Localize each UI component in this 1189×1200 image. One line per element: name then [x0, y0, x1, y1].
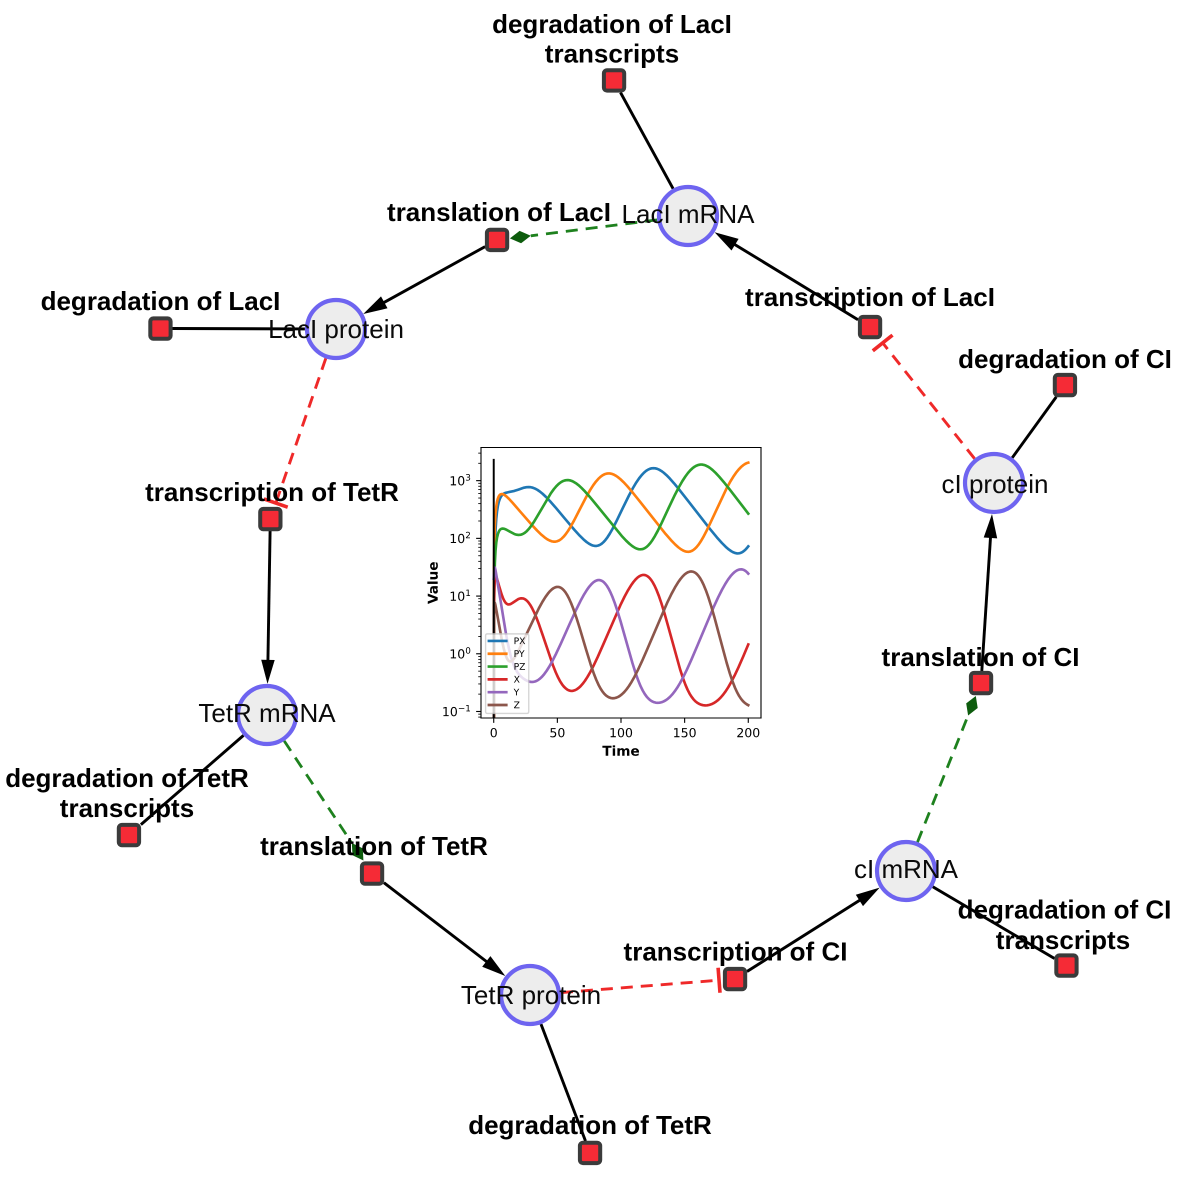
- svg-text:cI protein: cI protein: [942, 469, 1049, 499]
- svg-text:LacI mRNA: LacI mRNA: [622, 199, 756, 229]
- svg-text:transcription of CI: transcription of CI: [624, 937, 848, 967]
- svg-text:degradation of LacI: degradation of LacI: [492, 9, 732, 39]
- svg-text:TetR mRNA: TetR mRNA: [198, 698, 336, 728]
- svg-text:transcripts: transcripts: [60, 793, 194, 823]
- svg-text:degradation of TetR: degradation of TetR: [5, 763, 249, 793]
- svg-text:translation of LacI: translation of LacI: [387, 197, 611, 227]
- svg-text:degradation of LacI: degradation of LacI: [41, 286, 281, 316]
- svg-text:translation of CI: translation of CI: [882, 642, 1080, 672]
- svg-text:degradation of TetR: degradation of TetR: [468, 1110, 712, 1140]
- svg-text:transcripts: transcripts: [996, 925, 1130, 955]
- svg-text:transcripts: transcripts: [545, 39, 679, 69]
- svg-text:transcription of LacI: transcription of LacI: [745, 282, 995, 312]
- svg-text:degradation of CI: degradation of CI: [958, 344, 1172, 374]
- svg-text:LacI protein: LacI protein: [268, 314, 404, 344]
- svg-text:cI mRNA: cI mRNA: [854, 854, 959, 884]
- svg-text:translation of TetR: translation of TetR: [260, 831, 488, 861]
- svg-text:transcription of TetR: transcription of TetR: [145, 477, 399, 507]
- svg-text:TetR protein: TetR protein: [461, 980, 601, 1010]
- svg-text:degradation of CI: degradation of CI: [958, 895, 1172, 925]
